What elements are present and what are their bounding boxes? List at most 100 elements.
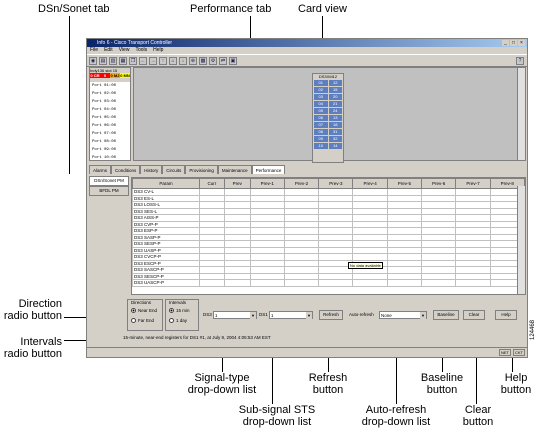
- zoom-icon[interactable]: ⊕: [189, 56, 197, 65]
- column-header[interactable]: Param: [132, 178, 200, 189]
- port-row[interactable]: Port 02:00: [92, 92, 117, 96]
- table-row[interactable]: DS3 SASCP-P: [132, 266, 525, 274]
- card-port[interactable]: 32: [328, 136, 342, 142]
- directions-group: Directions Near End Far End: [127, 299, 163, 331]
- column-header[interactable]: Prev-1: [249, 178, 285, 189]
- port-row[interactable]: Port 04:00: [92, 108, 117, 112]
- down-icon[interactable]: ↓: [179, 56, 187, 65]
- callout-card-view: Card view: [298, 3, 347, 15]
- slot-name: slot 15: [105, 68, 118, 73]
- tab-provisioning[interactable]: Provisioning: [185, 165, 218, 174]
- tab-alarms[interactable]: Alarms: [89, 165, 112, 174]
- column-header[interactable]: Prev: [223, 178, 251, 189]
- menu-view[interactable]: View: [118, 47, 130, 53]
- maximize-icon[interactable]: □: [510, 40, 517, 46]
- far-end-radio[interactable]: [131, 317, 136, 323]
- grid-icon[interactable]: ▩: [199, 56, 207, 65]
- column-header[interactable]: Curr: [199, 178, 225, 189]
- back-icon[interactable]: ←: [139, 56, 147, 65]
- port-row[interactable]: Port 05:00: [92, 116, 117, 120]
- card-port[interactable]: 07: [314, 122, 328, 128]
- column-header[interactable]: Prev-2: [283, 178, 320, 189]
- menu-tools[interactable]: Tools: [135, 47, 148, 53]
- column-header[interactable]: Prev-8: [489, 178, 525, 189]
- 15-min-radio[interactable]: [169, 307, 174, 313]
- port-row[interactable]: Port 10:00: [92, 156, 117, 160]
- column-header[interactable]: Prev-5: [386, 178, 423, 189]
- card-port[interactable]: 20: [328, 94, 342, 100]
- node-icon[interactable]: ▣: [229, 56, 237, 65]
- refresh-button[interactable]: Refresh: [319, 310, 343, 320]
- tab-history[interactable]: History: [140, 165, 163, 174]
- card-port[interactable]: 31: [328, 129, 342, 135]
- card-port[interactable]: 24: [328, 108, 342, 114]
- open-icon[interactable]: ▤: [99, 56, 107, 65]
- port-row[interactable]: Port 06:00: [92, 124, 117, 128]
- card-port[interactable]: 03: [314, 94, 328, 100]
- 1-day-radio[interactable]: [169, 317, 174, 323]
- column-header[interactable]: Prev-6: [421, 178, 457, 189]
- settings-icon[interactable]: ⚙: [209, 56, 217, 65]
- ds3xm12-card[interactable]: DS3XM12 01 12 02 15 03 20 04 21 05 24 06 13 07 18 08 31…: [312, 73, 344, 163]
- card-port[interactable]: 04: [314, 101, 328, 107]
- table-row[interactable]: DS3 SESP-P: [132, 240, 525, 248]
- network-view-icon[interactable]: ◉: [89, 56, 97, 65]
- tab-maintenance[interactable]: Maintenance: [217, 165, 252, 174]
- card-view-scrollbar[interactable]: [517, 68, 525, 160]
- card-port[interactable]: 01: [314, 80, 328, 86]
- port-row[interactable]: Port 03:00: [92, 100, 117, 104]
- table-row[interactable]: DS3 UASCP-P: [132, 279, 525, 287]
- tab-conditions[interactable]: Conditions: [111, 165, 141, 174]
- port-row[interactable]: Port 01:00: [92, 84, 117, 88]
- column-header[interactable]: Prev-4: [352, 178, 388, 189]
- card-port[interactable]: 08: [314, 129, 328, 135]
- status-message: 15-minute, near-end registers for DS1 #1…: [123, 335, 271, 340]
- port-row[interactable]: Port 09:00: [92, 148, 117, 152]
- card-port[interactable]: 21: [328, 101, 342, 107]
- card-port[interactable]: 02: [314, 87, 328, 93]
- card-port[interactable]: 06: [314, 115, 328, 121]
- help-button[interactable]: Help: [495, 310, 517, 320]
- save-icon[interactable]: ▦: [119, 56, 127, 65]
- minimize-icon[interactable]: _: [502, 40, 509, 46]
- menu-bar: File Edit View Tools Help: [87, 47, 527, 54]
- callout-direction-radio: Direction radio button: [3, 298, 62, 322]
- tab-performance[interactable]: Performance: [251, 165, 286, 174]
- pm-table-scrollbar[interactable]: [517, 186, 525, 294]
- port-row[interactable]: Port 08:00: [92, 140, 117, 144]
- near-end-radio[interactable]: [131, 307, 136, 313]
- up-icon[interactable]: ↑: [159, 56, 167, 65]
- port-row[interactable]: Port 07:00: [92, 132, 117, 136]
- tab-circuits[interactable]: Circuits: [162, 165, 186, 174]
- copy-icon[interactable]: ❐: [129, 56, 137, 65]
- auto-refresh-dropdown[interactable]: None: [379, 311, 427, 319]
- net-indicator: NET: [499, 349, 511, 356]
- forward-icon[interactable]: →: [149, 56, 157, 65]
- card-port[interactable]: 05: [314, 108, 328, 114]
- card-port[interactable]: 12: [328, 80, 342, 86]
- card-port[interactable]: 10: [314, 143, 328, 149]
- card-port[interactable]: 13: [328, 115, 342, 121]
- home-icon[interactable]: ⌂: [169, 56, 177, 65]
- column-header[interactable]: Prev-7: [455, 178, 491, 189]
- menu-file[interactable]: File: [90, 47, 99, 53]
- card-port[interactable]: 09: [314, 136, 328, 142]
- menu-help[interactable]: Help: [153, 47, 164, 53]
- menu-edit[interactable]: Edit: [104, 47, 113, 53]
- auto-refresh-label: Auto-refresh: [349, 312, 374, 317]
- print-icon[interactable]: ▥: [109, 56, 117, 65]
- sub-signal-dropdown[interactable]: 1: [269, 311, 313, 319]
- help-icon[interactable]: ?: [516, 56, 524, 65]
- baseline-button[interactable]: Baseline: [433, 310, 459, 320]
- column-header[interactable]: Prev-3: [318, 178, 354, 189]
- close-icon[interactable]: ×: [518, 40, 525, 46]
- signal-type-dropdown[interactable]: 1: [213, 311, 257, 319]
- link-icon[interactable]: ⇄: [219, 56, 227, 65]
- card-port[interactable]: 14: [328, 143, 342, 149]
- subtab-dsn-sonet-pm[interactable]: DSn/Sonet PM: [89, 176, 129, 186]
- clear-button[interactable]: Clear: [463, 310, 485, 320]
- subtab-bfdl-pm[interactable]: BFDL PM: [89, 186, 129, 196]
- card-port[interactable]: 18: [328, 122, 342, 128]
- callout-auto-refresh: Auto-refresh drop-down list: [361, 404, 431, 428]
- card-port[interactable]: 15: [328, 87, 342, 93]
